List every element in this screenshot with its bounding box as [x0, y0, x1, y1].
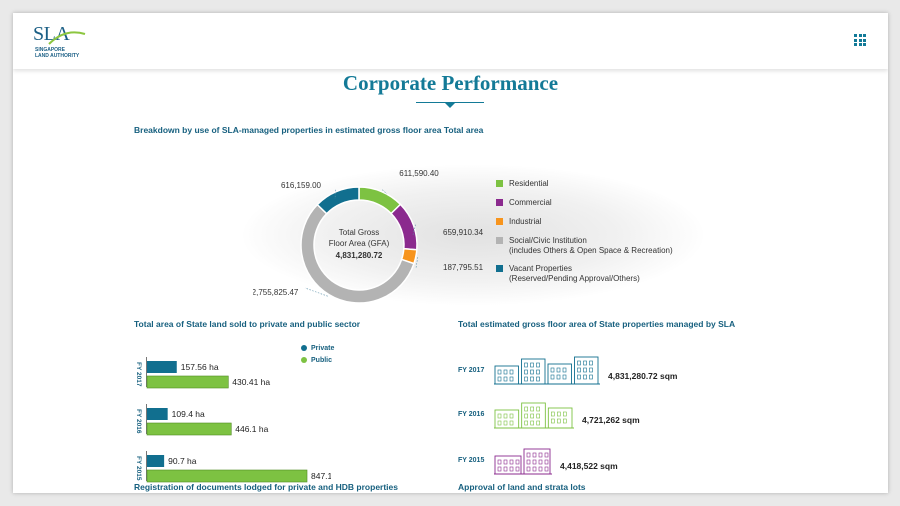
legend-item: Commercial — [496, 198, 673, 217]
legend-label: Commercial — [509, 198, 552, 207]
bar-legend-item: Private — [301, 345, 334, 357]
legend-label: Social/Civic Institution — [509, 236, 587, 245]
bar-value-label: 157.56 ha — [181, 362, 219, 372]
header: SLA SINGAPORE LAND AUTHORITY — [13, 13, 888, 69]
bar-value-label: 430.41 ha — [232, 377, 270, 387]
bar-private — [147, 455, 165, 467]
legend-label: Public — [311, 357, 333, 364]
legend-label: Residential — [509, 179, 549, 188]
page-frame: SLA SINGAPORE LAND AUTHORITY Corporate P… — [13, 13, 888, 493]
legend-item: Residential — [496, 179, 673, 198]
logo-swoosh-icon — [48, 31, 86, 45]
gfa-section-title: Total estimated gross floor area of Stat… — [458, 319, 736, 329]
logo-text: SLA — [33, 23, 70, 45]
logo-subtitle: SINGAPORE LAND AUTHORITY — [35, 47, 105, 59]
building-outline-icon — [494, 356, 600, 385]
donut-center-value: 4,831,280.72 — [336, 251, 383, 260]
land-sold-bar-chart: FY 2017 157.56 ha 430.41 ha FY 2016 109.4 ha… — [135, 357, 331, 483]
gfa-value: 4,831,280.72 sqm — [608, 371, 678, 381]
gfa-year-label: FY 2015 — [458, 457, 485, 464]
bar-category-label: FY 2016 — [135, 409, 142, 434]
bar-value-label: 90.7 ha — [168, 456, 197, 466]
donut-data-label: 616,159.00 — [281, 181, 322, 190]
legend-item: Industrial — [496, 217, 673, 236]
legend-swatch — [496, 199, 503, 206]
building-outline-icon — [494, 448, 552, 475]
donut-data-label: 611,590.40 — [399, 169, 439, 178]
legend-sublabel: (includes Others & Open Space & Recreati… — [509, 246, 673, 255]
bar-value-label: 847.1 ha — [311, 471, 331, 481]
donut-slice-vacant-properties — [316, 186, 360, 215]
donut-slice-commercial — [390, 203, 418, 251]
legend-label: Vacant Properties — [509, 264, 572, 273]
bar-public — [146, 422, 232, 436]
bar-private — [147, 408, 168, 420]
bar-value-label: 109.4 ha — [172, 409, 205, 419]
donut-leader-line — [415, 257, 419, 269]
land-sold-section-title: Total area of State land sold to private… — [134, 319, 361, 329]
legend-swatch — [496, 265, 503, 272]
title-caret-icon — [444, 102, 456, 108]
donut-legend: Residential Commercial Industrial Social/Ci… — [496, 179, 673, 292]
legend-sublabel: (Reserved/Pending Approval/Others) — [509, 274, 640, 283]
sla-logo[interactable]: SLA SINGAPORE LAND AUTHORITY — [33, 23, 103, 61]
donut-data-label: 2,755,825.47 — [253, 288, 299, 297]
donut-leader-line — [382, 189, 388, 195]
logo-subtitle-line-2: LAND AUTHORITY — [35, 53, 80, 59]
legend-dot — [301, 357, 307, 363]
legend-swatch — [496, 218, 503, 225]
gfa-year-label: FY 2017 — [458, 367, 485, 374]
donut-data-label: 659,910.34 — [443, 228, 484, 237]
bar-chart-legend: Private Public — [301, 345, 334, 369]
legend-dot — [301, 345, 307, 351]
page-title: Corporate Performance — [342, 71, 559, 95]
registration-section-title: Registration of documents lodged for pri… — [134, 482, 398, 492]
bar-public — [146, 469, 308, 483]
gfa-value: 4,418,522 sqm — [560, 461, 618, 471]
bar-category-label: FY 2015 — [135, 456, 142, 481]
gfa-value: 4,721,262 sqm — [582, 415, 640, 425]
legend-label: Private — [311, 345, 335, 352]
bar-private — [147, 361, 177, 373]
bar-category-label: FY 2017 — [135, 362, 142, 387]
legend-swatch — [496, 180, 503, 187]
gfa-donut-chart: 611,590.40 659,910.34 187,795.51 2,755,825.… — [253, 169, 484, 304]
grid-menu-icon[interactable] — [854, 34, 866, 46]
bar-value-label: 446.1 ha — [235, 424, 268, 434]
bar-public — [146, 375, 229, 389]
gfa-year-label: FY 2016 — [458, 411, 485, 418]
building-outline-icon — [494, 402, 574, 429]
donut-leader-line — [304, 287, 328, 297]
breakdown-section-title: Breakdown by use of SLA-managed properti… — [134, 125, 484, 135]
legend-item: Vacant Properties (Reserved/Pending Appro… — [496, 264, 673, 292]
legend-label: Industrial — [509, 217, 542, 226]
approval-section-title: Approval of land and strata lots — [458, 482, 586, 492]
donut-center-label: Floor Area (GFA) — [329, 239, 390, 248]
legend-item: Social/Civic Institution (includes Others… — [496, 236, 673, 264]
donut-data-label: 187,795.51 — [443, 263, 484, 272]
logo-subtitle-line-1: SINGAPORE — [35, 47, 66, 53]
bar-legend-item: Public — [301, 357, 334, 369]
legend-swatch — [496, 237, 503, 244]
donut-center-label: Total Gross — [339, 228, 379, 237]
